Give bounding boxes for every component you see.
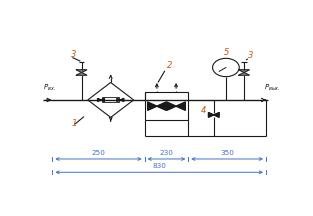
Polygon shape bbox=[76, 73, 87, 75]
Polygon shape bbox=[121, 98, 124, 102]
Polygon shape bbox=[239, 73, 249, 75]
Polygon shape bbox=[76, 70, 87, 73]
Polygon shape bbox=[117, 98, 121, 102]
Text: 1: 1 bbox=[72, 119, 77, 128]
Text: 3: 3 bbox=[71, 50, 76, 59]
Polygon shape bbox=[101, 98, 104, 102]
Bar bbox=[102, 97, 119, 102]
Polygon shape bbox=[239, 70, 249, 73]
Text: 350: 350 bbox=[220, 150, 234, 156]
Bar bbox=[145, 92, 188, 120]
Polygon shape bbox=[167, 102, 176, 110]
Text: 250: 250 bbox=[92, 150, 105, 156]
Text: $P_{\mathregular{вых.}}$: $P_{\mathregular{вых.}}$ bbox=[264, 83, 280, 93]
Text: 5: 5 bbox=[223, 48, 229, 57]
Polygon shape bbox=[148, 102, 157, 110]
Text: 3: 3 bbox=[248, 51, 253, 60]
Text: 830: 830 bbox=[152, 163, 166, 169]
Polygon shape bbox=[98, 98, 101, 102]
Text: 230: 230 bbox=[160, 150, 173, 156]
Text: 2: 2 bbox=[167, 61, 172, 70]
Text: $P_{\mathregular{вх.}}$: $P_{\mathregular{вх.}}$ bbox=[44, 83, 56, 93]
Text: 4: 4 bbox=[200, 106, 206, 115]
Polygon shape bbox=[157, 102, 166, 110]
Circle shape bbox=[213, 58, 239, 77]
Polygon shape bbox=[208, 113, 214, 117]
Polygon shape bbox=[214, 113, 219, 117]
Polygon shape bbox=[176, 102, 185, 110]
